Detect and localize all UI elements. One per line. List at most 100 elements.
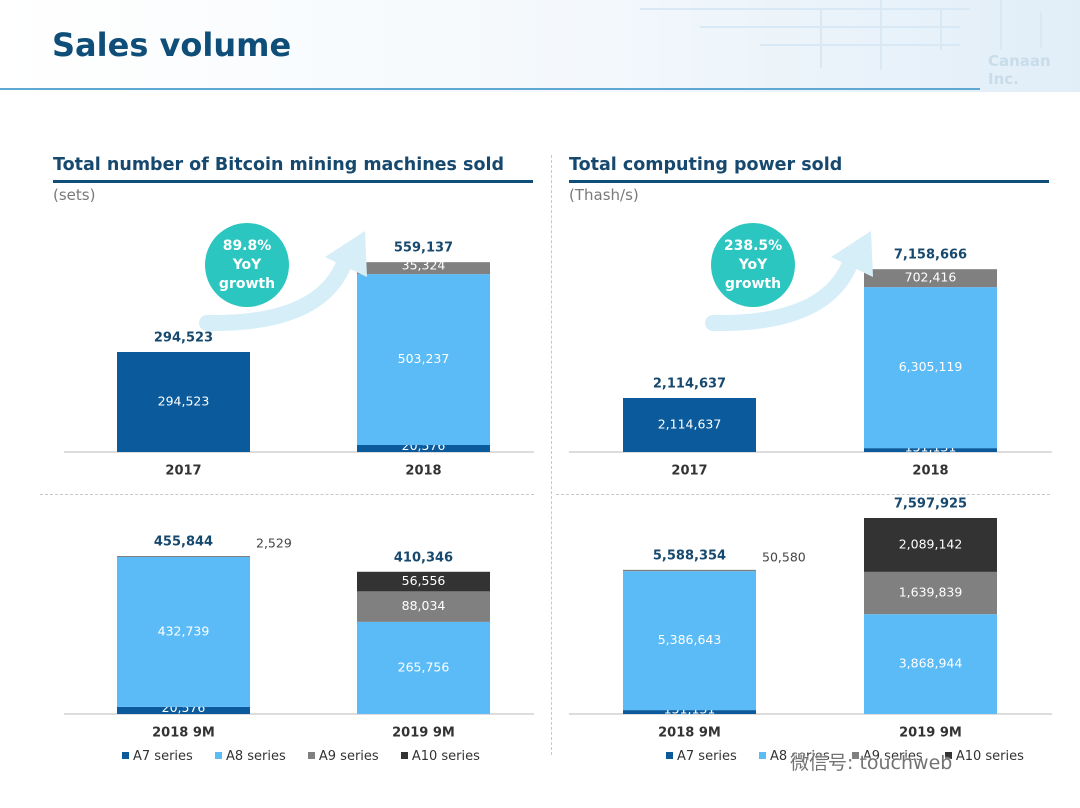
growth-badge-text: 89.8% <box>223 238 272 254</box>
bar-total-label: 410,346 <box>394 550 453 565</box>
growth-arrow-head <box>831 231 873 277</box>
legend-item: A8 series <box>214 749 286 764</box>
category-tick-label: 2018 <box>912 464 948 479</box>
bar-segment <box>357 262 490 275</box>
bar-segment <box>117 556 250 707</box>
growth-arrow-head <box>325 231 367 277</box>
row-separator <box>556 494 1050 495</box>
legend-swatch-a7 <box>122 752 129 759</box>
growth-badge <box>711 223 795 307</box>
legend-label: A7 series <box>677 749 737 764</box>
legend-item: A9 series <box>851 749 923 764</box>
category-tick-label: 2017 <box>671 464 707 479</box>
bar-segment <box>357 571 490 592</box>
circuit-decoration <box>700 26 960 28</box>
category-tick-label: 2018 <box>405 464 441 479</box>
bar-segment <box>357 274 490 446</box>
legend-label: A8 series <box>225 749 286 764</box>
category-tick-label: 2017 <box>165 464 201 479</box>
legend-label: A10 series <box>411 749 480 764</box>
segment-value-label: 3,868,944 <box>899 656 963 671</box>
bar-segment <box>117 352 250 452</box>
bar-segment <box>623 569 756 572</box>
bar-segment <box>864 448 997 452</box>
segment-value-label: 2,529 <box>256 536 292 551</box>
segment-value-label: 6,305,119 <box>899 359 963 374</box>
legend-label: A9 series <box>318 749 379 764</box>
category-tick-label: 2019 9M <box>392 726 455 741</box>
bar-segment <box>357 591 490 622</box>
segment-value-label: 56,556 <box>402 573 446 588</box>
growth-badge-text: 238.5% <box>724 238 782 254</box>
bar-total-label: 2,114,637 <box>653 377 726 392</box>
legend-item: A7 series <box>666 749 737 764</box>
legend-label: A9 series <box>862 749 923 764</box>
bar-segment <box>623 710 756 714</box>
bar-segment <box>864 518 997 572</box>
legend-label: A7 series <box>133 749 193 764</box>
legend-swatch-a8 <box>758 752 766 759</box>
growth-badge-text: growth <box>219 276 275 292</box>
legend-right: A7 series A8 series A9 series A10 series <box>666 749 1042 764</box>
legend-item: A9 series <box>307 749 379 764</box>
bar-total-label: 455,844 <box>154 535 213 550</box>
circuit-decoration <box>880 0 882 70</box>
bar-total-label: 5,588,354 <box>653 548 726 563</box>
legend-item: A8 series <box>758 749 830 764</box>
legend-left: A7 series A8 series A9 series A10 series <box>122 749 498 764</box>
circuit-decoration <box>640 8 970 10</box>
circuit-decoration <box>940 10 942 50</box>
bar-segment <box>864 269 997 288</box>
category-tick-label: 2018 9M <box>658 726 721 741</box>
growth-badge <box>205 223 289 307</box>
bar-segment <box>357 621 490 714</box>
segment-value-label: 294,523 <box>158 394 210 409</box>
segment-value-label: 88,034 <box>402 598 446 613</box>
panel-separator <box>551 155 552 755</box>
bar-segment <box>117 556 250 557</box>
growth-arrow-body <box>199 247 355 332</box>
row-separator <box>40 494 534 495</box>
circuit-decoration <box>1000 0 1002 50</box>
legend-swatch-a9 <box>307 752 315 759</box>
left-panel-rule <box>53 180 533 183</box>
category-tick-label: 2019 9M <box>899 726 962 741</box>
growth-badge-text: growth <box>725 276 781 292</box>
legend-label: A8 series <box>769 749 830 764</box>
growth-badge-text: YoY <box>232 257 262 273</box>
circuit-decoration <box>760 44 960 46</box>
bar-total-label: 7,158,666 <box>894 248 967 263</box>
legend-item: A10 series <box>944 749 1024 764</box>
growth-badge-text: YoY <box>738 257 768 273</box>
header-divider <box>0 88 980 90</box>
segment-value-label: 50,580 <box>762 549 806 564</box>
page-title: Sales volume <box>52 26 292 64</box>
legend-swatch-a7 <box>666 752 673 759</box>
header-band <box>0 0 1080 92</box>
segment-value-label: 2,089,142 <box>899 536 963 551</box>
segment-value-label: 265,756 <box>398 659 450 674</box>
growth-arrow-body <box>705 247 861 332</box>
right-panel-title: Total computing power sold <box>569 155 843 175</box>
bar-segment <box>864 614 997 714</box>
bar-total-label: 7,597,925 <box>894 497 967 512</box>
legend-swatch-a8 <box>214 752 222 759</box>
category-tick-label: 2018 9M <box>152 726 215 741</box>
legend-swatch-a10 <box>400 752 408 759</box>
segment-value-label: 2,114,637 <box>658 417 722 432</box>
segment-value-label: 432,739 <box>158 623 210 638</box>
watermark: 微信号: touchweb <box>790 752 953 774</box>
legend-swatch-a10 <box>944 752 952 759</box>
circuit-decoration <box>820 8 822 68</box>
legend-swatch-a9 <box>851 752 859 759</box>
legend-item: A7 series <box>122 749 193 764</box>
left-panel-title: Total number of Bitcoin mining machines … <box>53 155 504 175</box>
segment-value-label: 1,639,839 <box>899 585 963 600</box>
legend-label: A10 series <box>955 749 1024 764</box>
segment-value-label: 5,386,643 <box>658 632 722 647</box>
right-panel-rule <box>569 180 1049 183</box>
circuit-decoration <box>1040 12 1042 48</box>
bar-total-label: 294,523 <box>154 331 213 346</box>
segment-value-label: 503,237 <box>398 351 450 366</box>
legend-item: A10 series <box>400 749 480 764</box>
